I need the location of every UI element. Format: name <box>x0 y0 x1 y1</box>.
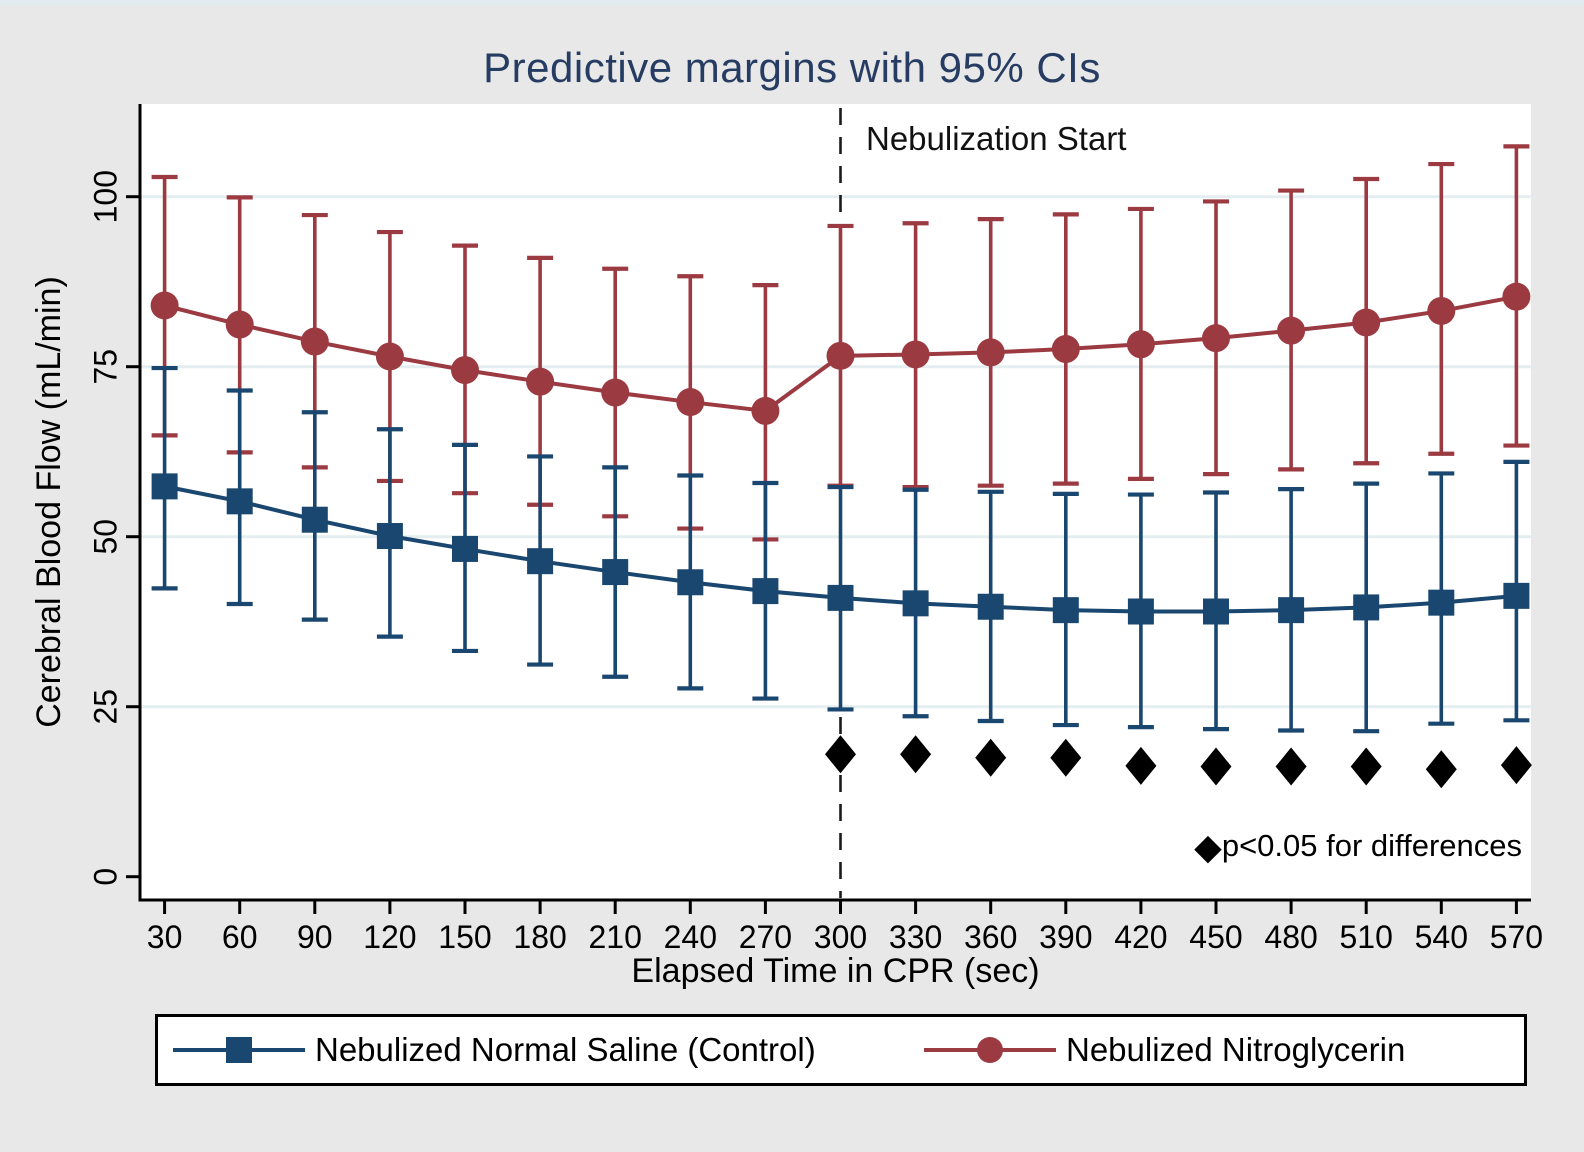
data-point-square <box>1503 582 1530 609</box>
significance-diamond <box>1425 750 1457 789</box>
significance-diamond <box>975 738 1007 777</box>
data-point-circle <box>300 327 329 356</box>
x-tick-label: 240 <box>664 919 717 955</box>
x-tick-label: 150 <box>438 919 491 955</box>
data-point-circle <box>1051 335 1080 364</box>
data-point-circle <box>1202 324 1230 353</box>
significance-diamond <box>1125 746 1157 785</box>
diamond-icon: ◆ <box>1194 825 1222 867</box>
y-tick-label: 75 <box>87 349 123 385</box>
data-point-circle <box>751 396 780 425</box>
data-point-circle <box>826 341 855 370</box>
y-tick-label: 25 <box>87 689 123 725</box>
x-tick-label: 270 <box>739 919 792 955</box>
data-point-square <box>527 548 554 575</box>
x-tick-label: 120 <box>363 919 416 955</box>
data-point-square <box>1203 598 1229 625</box>
data-point-circle <box>901 340 930 369</box>
significance-diamond <box>1350 747 1382 786</box>
control-swatch <box>173 1036 305 1064</box>
data-point-square <box>1353 594 1380 621</box>
window-edge-strip <box>0 0 1584 5</box>
data-point-square <box>827 584 854 611</box>
data-point-square <box>151 473 178 500</box>
x-tick-label: 360 <box>964 919 1017 955</box>
data-point-circle <box>676 388 705 417</box>
x-tick-label: 330 <box>889 919 942 955</box>
data-point-square <box>226 488 253 515</box>
data-point-circle <box>526 367 555 396</box>
data-point-square <box>1428 589 1455 616</box>
x-tick-label: 90 <box>297 919 333 955</box>
plot-background <box>140 104 1531 900</box>
y-tick-label: 0 <box>87 868 123 886</box>
legend-entry-nitroglycerin: Nebulized Nitroglycerin <box>924 1017 1405 1083</box>
chart-title: Predictive margins with 95% CIs <box>483 44 1101 91</box>
significance-diamond <box>825 735 856 774</box>
data-point-circle <box>375 342 404 371</box>
legend-box: Nebulized Normal Saline (Control) Nebuli… <box>155 1014 1527 1086</box>
data-point-square <box>1127 598 1154 625</box>
y-axis-title-text: Cerebral Blood Flow (mL/min) <box>30 276 68 728</box>
x-tick-label: 420 <box>1114 919 1167 955</box>
x-tick-label: 510 <box>1340 919 1393 955</box>
data-point-circle <box>225 310 254 339</box>
data-point-square <box>902 590 929 617</box>
significance-annotation: ◆ p<0.05 for differences <box>1194 828 1522 864</box>
data-point-circle <box>1427 296 1456 325</box>
data-point-circle <box>601 378 630 407</box>
data-point-square <box>301 506 328 533</box>
data-point-circle <box>976 338 1005 367</box>
x-tick-label: 540 <box>1415 919 1468 955</box>
data-point-square <box>1278 597 1305 624</box>
nebulization-start-label: Nebulization Start <box>866 120 1127 157</box>
significance-diamond <box>1500 746 1532 785</box>
x-tick-label: 480 <box>1264 919 1317 955</box>
significance-diamond <box>1050 738 1082 777</box>
data-point-circle <box>150 291 179 320</box>
x-tick-label: 300 <box>814 919 867 955</box>
circle-marker-icon <box>977 1037 1003 1063</box>
y-tick-label: 100 <box>87 170 123 223</box>
significance-diamond <box>900 735 932 774</box>
x-tick-label: 450 <box>1189 919 1242 955</box>
x-tick-label: 30 <box>147 919 183 955</box>
legend-entry-control: Nebulized Normal Saline (Control) <box>173 1017 816 1083</box>
significance-diamond <box>1275 747 1307 786</box>
x-tick-label: 570 <box>1490 919 1543 955</box>
data-point-square <box>452 535 478 562</box>
legend-label-control: Nebulized Normal Saline (Control) <box>315 1031 816 1068</box>
x-axis-title: Elapsed Time in CPR (sec) <box>631 952 1040 990</box>
data-point-circle <box>1502 282 1531 311</box>
data-point-circle <box>1277 316 1306 345</box>
data-point-circle <box>1126 330 1155 359</box>
data-point-square <box>1052 597 1079 624</box>
x-tick-label: 210 <box>589 919 642 955</box>
legend-label-nitroglycerin: Nebulized Nitroglycerin <box>1066 1031 1406 1068</box>
data-point-square <box>602 559 629 586</box>
square-marker-icon <box>226 1037 252 1063</box>
nitroglycerin-swatch <box>924 1036 1056 1064</box>
x-tick-label: 60 <box>222 919 258 955</box>
significance-annotation-text: p<0.05 for differences <box>1221 828 1522 863</box>
x-tick-label: 180 <box>513 919 566 955</box>
significance-diamond <box>1200 747 1232 786</box>
data-point-circle <box>451 356 479 385</box>
y-tick-label: 50 <box>87 519 123 555</box>
data-point-square <box>977 593 1004 620</box>
data-point-square <box>677 569 704 596</box>
data-point-square <box>752 578 779 605</box>
data-point-square <box>376 523 403 550</box>
x-tick-label: 390 <box>1039 919 1092 955</box>
data-point-circle <box>1352 308 1381 337</box>
